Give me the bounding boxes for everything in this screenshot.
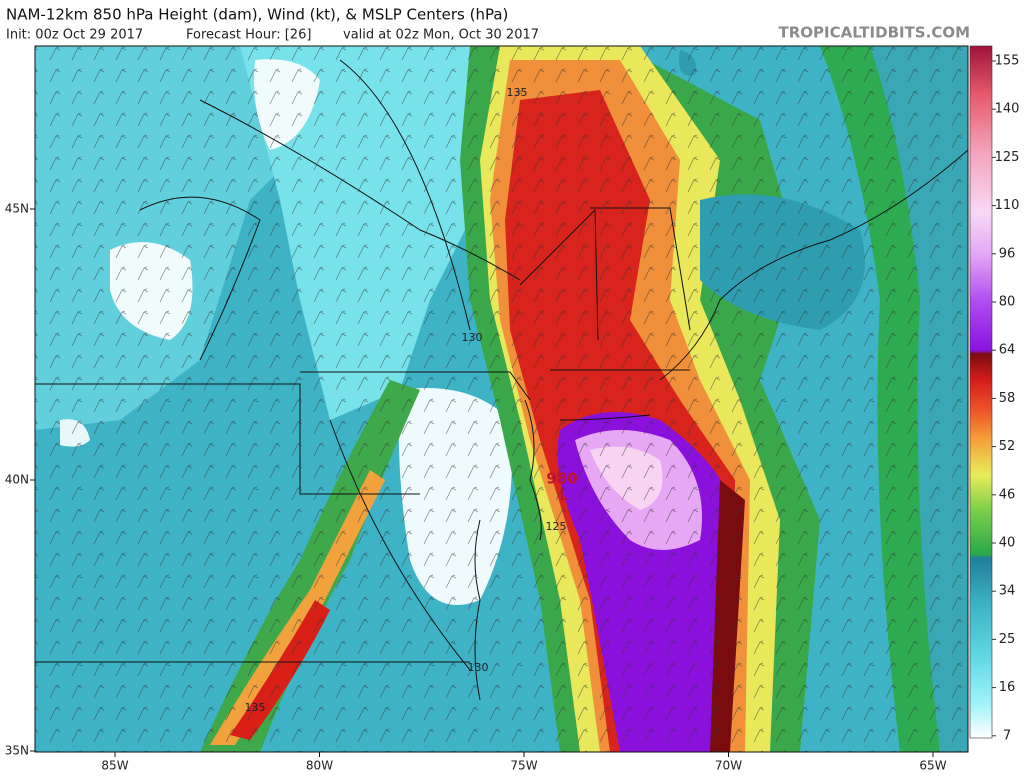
source-credit: TROPICALTIDBITS.COM (779, 24, 971, 42)
longitude-label: 70W (715, 759, 742, 773)
colorbar-label: 25 (999, 632, 1016, 647)
pressure-symbol: L (560, 488, 569, 504)
colorbar-label: 110 (995, 198, 1020, 213)
colorbar-label: 40 (999, 536, 1016, 551)
colorbar-label: 80 (999, 295, 1016, 310)
longitude-label: 75W (510, 759, 537, 773)
colorbar-label: 52 (999, 439, 1016, 454)
colorbar (969, 45, 993, 739)
colorbar-label: 155 (995, 54, 1020, 69)
latitude-labels: 45N 40N 35N (5, 202, 35, 758)
colorbar-label: 96 (999, 246, 1016, 261)
map-field (35, 46, 968, 752)
colorbar-label: 58 (999, 391, 1016, 406)
contour-label: 130 (468, 661, 489, 674)
valid-time: valid at 02z Mon, Oct 30 2017 (343, 28, 539, 43)
longitude-label: 80W (306, 759, 333, 773)
colorbar-label: 16 (999, 680, 1016, 695)
latitude-label: 45N (5, 202, 29, 216)
colorbar-label: 34 (999, 584, 1016, 599)
longitude-label: 85W (101, 759, 128, 773)
colorbar-label: 140 (995, 102, 1020, 117)
map-frame (34, 45, 969, 753)
contour-label: 130 (462, 331, 483, 344)
colorbar-label: 125 (995, 150, 1020, 165)
colorbar-label: 7 (1003, 728, 1011, 743)
pressure-value: 980 (546, 470, 577, 488)
colorbar-label: 46 (999, 487, 1016, 502)
colorbar-labels: 155 140 125 110 96 80 64 58 52 46 40 34 25 16 7 (992, 54, 1020, 743)
contour-label: 125 (546, 520, 567, 533)
longitude-label: 65W (919, 759, 946, 773)
map-title: NAM-12km 850 hPa Height (dam), Wind (kt)… (6, 6, 508, 24)
latitude-label: 35N (5, 744, 29, 758)
contour-label: 135 (245, 701, 266, 714)
forecast-hour: Forecast Hour: [26] (186, 28, 311, 43)
colorbar-label: 64 (999, 343, 1016, 358)
init-time: Init: 00z Oct 29 2017 (6, 28, 143, 43)
longitude-labels: 85W 80W 75W 70W 65W (101, 752, 947, 773)
latitude-label: 40N (5, 473, 29, 487)
contour-label: 135 (507, 86, 528, 99)
